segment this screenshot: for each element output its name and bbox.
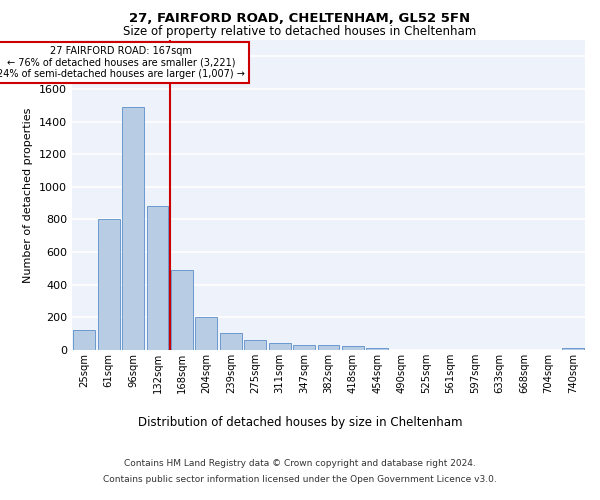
Text: 27, FAIRFORD ROAD, CHELTENHAM, GL52 5FN: 27, FAIRFORD ROAD, CHELTENHAM, GL52 5FN <box>130 12 470 26</box>
Text: Contains HM Land Registry data © Crown copyright and database right 2024.: Contains HM Land Registry data © Crown c… <box>124 460 476 468</box>
Bar <box>293 345 315 350</box>
Text: Size of property relative to detached houses in Cheltenham: Size of property relative to detached ho… <box>124 25 476 38</box>
Bar <box>367 348 388 350</box>
Bar <box>562 348 584 350</box>
Bar <box>73 330 95 350</box>
Bar <box>146 206 169 350</box>
Bar <box>122 107 144 350</box>
Bar <box>220 333 242 350</box>
Bar <box>196 316 217 350</box>
Text: 27 FAIRFORD ROAD: 167sqm
← 76% of detached houses are smaller (3,221)
24% of sem: 27 FAIRFORD ROAD: 167sqm ← 76% of detach… <box>0 46 245 80</box>
Text: Distribution of detached houses by size in Cheltenham: Distribution of detached houses by size … <box>138 416 462 429</box>
Bar <box>269 343 290 350</box>
Text: Contains public sector information licensed under the Open Government Licence v3: Contains public sector information licen… <box>103 476 497 484</box>
Bar <box>342 346 364 350</box>
Bar <box>244 340 266 350</box>
Bar <box>317 345 340 350</box>
Bar <box>171 270 193 350</box>
Bar <box>98 220 119 350</box>
Y-axis label: Number of detached properties: Number of detached properties <box>23 108 34 282</box>
